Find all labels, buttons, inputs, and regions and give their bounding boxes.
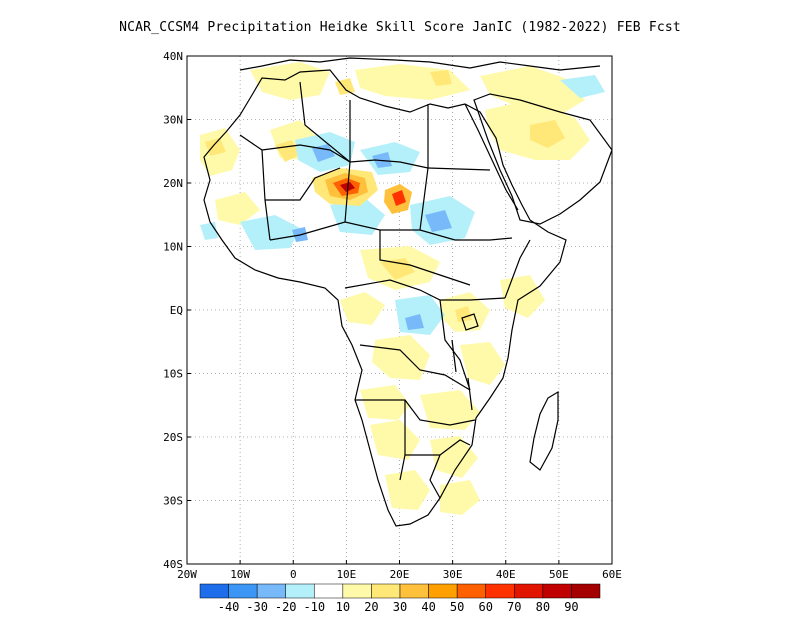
border-15 [429, 454, 441, 499]
colorbar-swatch [399, 583, 429, 599]
colorbar-label: 60 [478, 600, 492, 614]
skill-shading [200, 62, 605, 515]
colorbar-label: -40 [218, 600, 240, 614]
colorbar-swatch [342, 583, 372, 599]
lat-tick-label: 10S [163, 368, 183, 381]
africa-coastline [203, 69, 567, 527]
lat-tick-label: 40S [163, 558, 183, 571]
lat-tick-label: 30S [163, 495, 183, 508]
border-12 [355, 399, 476, 426]
border-10 [439, 299, 471, 391]
lat-tick-label: 30N [163, 114, 183, 127]
colorbar-label: -10 [303, 600, 325, 614]
colorbar-swatch [314, 583, 344, 599]
border-14 [405, 439, 471, 456]
colorbar-swatch [228, 583, 258, 599]
border-2 [239, 134, 271, 241]
border-11 [359, 344, 471, 391]
lon-tick-label: 30E [443, 568, 463, 581]
border-8 [379, 230, 471, 286]
coastlines [203, 57, 612, 527]
colorbar-label: 50 [450, 600, 464, 614]
lat-tick-label: 20S [163, 431, 183, 444]
colorbar-swatch [571, 583, 601, 599]
lake-malawi [467, 377, 473, 411]
border-9 [344, 279, 506, 301]
border-6 [427, 167, 491, 171]
lon-tick-label: 10W [230, 568, 250, 581]
colorbar-swatch [485, 583, 515, 599]
shade-hotspot [312, 168, 412, 214]
colorbar-label: 20 [364, 600, 378, 614]
plot-title: NCAR_CCSM4 Precipitation Heidke Skill Sc… [119, 20, 681, 35]
colorbar: -40 -30 -20 -10 10 20 30 40 50 60 70 80 90 [199, 583, 601, 614]
colorbar-swatch [256, 583, 286, 599]
colorbar-label: -30 [246, 600, 268, 614]
colorbar-swatch [285, 583, 315, 599]
lake-tanganyika [451, 339, 457, 373]
lake-victoria [461, 313, 479, 331]
colorbar-swatch [542, 583, 572, 599]
lon-tick-label: 10E [336, 568, 356, 581]
lat-tick-label: 10N [163, 241, 183, 254]
lon-tick-label: 0 [290, 568, 297, 581]
border-16 [265, 167, 341, 201]
colorbar-swatch [199, 583, 229, 599]
border-7 [269, 221, 513, 241]
colorbar-label: 90 [564, 600, 578, 614]
colorbar-label: 40 [421, 600, 435, 614]
colorbar-label: 70 [507, 600, 521, 614]
lon-tick-label: 60E [602, 568, 622, 581]
shade-yellow [205, 70, 565, 322]
lat-tick-label: 40N [163, 50, 183, 63]
red-sea-west [464, 103, 519, 211]
border-17 [504, 239, 531, 299]
lat-tick-label: EQ [170, 304, 183, 317]
colorbar-swatch [428, 583, 458, 599]
madagascar-coastline [529, 390, 559, 471]
lat-tick-label: 20N [163, 177, 183, 190]
border-3 [299, 81, 351, 163]
colorbar-label: 30 [393, 600, 407, 614]
mediterranean-north-coast [239, 57, 601, 71]
border-4 [344, 100, 351, 223]
colorbar-swatch [456, 583, 486, 599]
lon-tick-label: 20W [177, 568, 197, 581]
arabia-coastline [473, 93, 612, 225]
colorbar-swatch [514, 583, 544, 599]
colorbar-label: 80 [536, 600, 550, 614]
colorbar-label: 10 [336, 600, 350, 614]
lon-tick-label: 40E [496, 568, 516, 581]
lon-tick-label: 20E [390, 568, 410, 581]
colorbar-swatch [371, 583, 401, 599]
lon-tick-label: 50E [549, 568, 569, 581]
colorbar-label: -20 [275, 600, 297, 614]
